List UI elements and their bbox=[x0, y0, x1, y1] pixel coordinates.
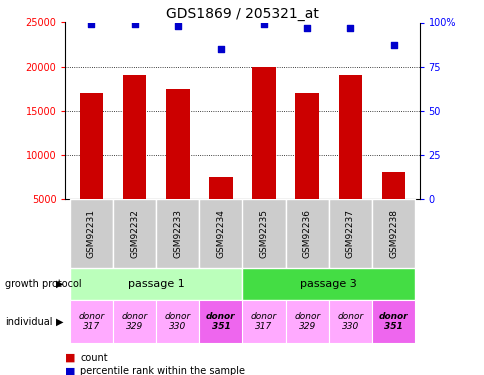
Title: GDS1869 / 205321_at: GDS1869 / 205321_at bbox=[166, 8, 318, 21]
Text: GSM92238: GSM92238 bbox=[388, 209, 397, 258]
Text: ▶: ▶ bbox=[56, 316, 63, 327]
Point bbox=[303, 25, 311, 31]
Bar bbox=[199, 300, 242, 343]
Bar bbox=[371, 300, 414, 343]
Bar bbox=[242, 268, 414, 300]
Point bbox=[87, 21, 95, 27]
Bar bbox=[338, 75, 362, 243]
Bar bbox=[252, 67, 275, 243]
Text: GSM92233: GSM92233 bbox=[173, 209, 182, 258]
Bar bbox=[199, 199, 242, 268]
Bar bbox=[285, 199, 328, 268]
Text: count: count bbox=[80, 353, 107, 363]
Text: donor
351: donor 351 bbox=[378, 312, 408, 331]
Bar bbox=[79, 93, 103, 243]
Bar bbox=[285, 300, 328, 343]
Bar bbox=[242, 300, 285, 343]
Bar bbox=[166, 88, 189, 243]
Text: individual: individual bbox=[5, 316, 52, 327]
Text: donor
329: donor 329 bbox=[121, 312, 148, 331]
Text: GSM92235: GSM92235 bbox=[259, 209, 268, 258]
Text: ▶: ▶ bbox=[56, 279, 63, 289]
Text: ■: ■ bbox=[65, 353, 76, 363]
Text: GSM92237: GSM92237 bbox=[345, 209, 354, 258]
Point bbox=[346, 25, 354, 31]
Text: percentile rank within the sample: percentile rank within the sample bbox=[80, 366, 244, 375]
Bar bbox=[381, 172, 405, 243]
Bar bbox=[70, 199, 113, 268]
Text: ■: ■ bbox=[65, 366, 76, 375]
Text: passage 1: passage 1 bbox=[127, 279, 184, 289]
Bar bbox=[156, 199, 199, 268]
Bar bbox=[113, 199, 156, 268]
Bar bbox=[209, 177, 232, 243]
Text: donor
317: donor 317 bbox=[250, 312, 277, 331]
Bar bbox=[328, 199, 371, 268]
Text: GSM92231: GSM92231 bbox=[87, 209, 96, 258]
Bar bbox=[328, 300, 371, 343]
Bar bbox=[122, 75, 146, 243]
Point bbox=[389, 42, 397, 48]
Text: passage 3: passage 3 bbox=[300, 279, 357, 289]
Text: donor
351: donor 351 bbox=[206, 312, 235, 331]
Text: donor
317: donor 317 bbox=[78, 312, 104, 331]
Bar bbox=[113, 300, 156, 343]
Point bbox=[173, 23, 181, 29]
Text: GSM92232: GSM92232 bbox=[130, 209, 139, 258]
Point bbox=[216, 46, 224, 52]
Text: GSM92234: GSM92234 bbox=[216, 209, 225, 258]
Text: growth protocol: growth protocol bbox=[5, 279, 81, 289]
Bar bbox=[156, 300, 199, 343]
Bar bbox=[242, 199, 285, 268]
Bar bbox=[371, 199, 414, 268]
Point bbox=[130, 21, 138, 27]
Bar bbox=[70, 268, 242, 300]
Bar bbox=[70, 300, 113, 343]
Text: donor
330: donor 330 bbox=[164, 312, 191, 331]
Text: donor
329: donor 329 bbox=[293, 312, 320, 331]
Point bbox=[260, 21, 268, 27]
Text: GSM92236: GSM92236 bbox=[302, 209, 311, 258]
Bar bbox=[295, 93, 318, 243]
Text: donor
330: donor 330 bbox=[336, 312, 363, 331]
